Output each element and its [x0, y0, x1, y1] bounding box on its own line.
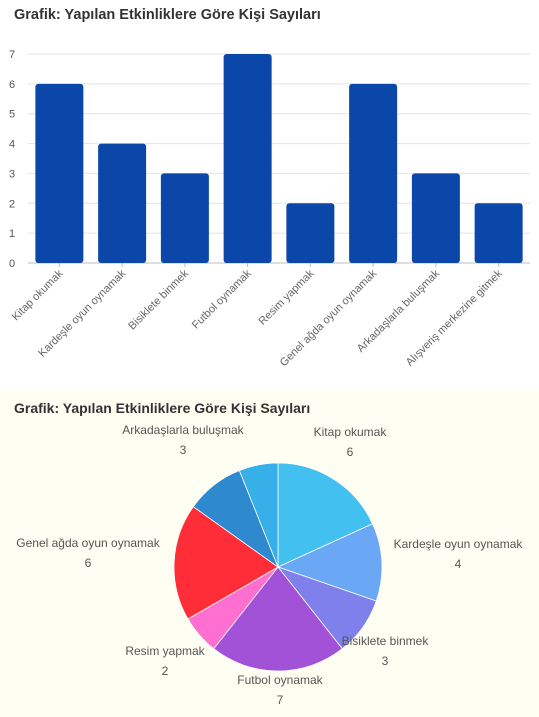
- pie-slice: [238, 462, 279, 568]
- bar: [286, 203, 335, 263]
- pie-slice-label: Genel ağda oyun oynamak: [16, 536, 160, 550]
- pie-slice-value: 3: [180, 443, 187, 457]
- bar-chart-title: Grafik: Yapılan Etkinliklere Göre Kişi S…: [14, 7, 321, 23]
- x-tick-label: Bisiklete binmek: [126, 267, 191, 332]
- pie-slice-label: Arkadaşlarla buluşmak: [122, 423, 244, 437]
- pie-slice-label: Futbol oynamak: [237, 673, 323, 687]
- y-tick-label: 1: [9, 228, 15, 240]
- bar: [349, 83, 398, 263]
- pie-chart-panel: Grafik: Yapılan Etkinliklere Göre Kişi S…: [0, 390, 539, 717]
- pie-slice-label: Bisiklete binmek: [342, 634, 430, 648]
- y-tick-label: 0: [9, 258, 15, 270]
- pie-slice-value: 3: [382, 654, 389, 668]
- y-tick-label: 2: [9, 198, 15, 210]
- pie-slice-value: 6: [347, 445, 354, 459]
- bar: [223, 54, 272, 263]
- bar: [35, 83, 84, 263]
- pie-slice: [276, 523, 383, 602]
- pie-slice-value: 6: [85, 556, 92, 570]
- pie-slice-value: 2: [162, 664, 169, 678]
- y-tick-label: 6: [9, 79, 15, 91]
- pie-slice: [213, 566, 343, 672]
- x-tick-label: Resim yapmak: [257, 267, 317, 327]
- pie-slice-label: Kardeşle oyun oynamak: [394, 537, 524, 551]
- pie-slice-value: 4: [455, 557, 462, 571]
- bar: [98, 143, 147, 263]
- pie-slice-label: Resim yapmak: [125, 644, 205, 658]
- pie-chart: Kitap okumak 6 Kardeşle oyun oynamak 4 Bisik…: [16, 423, 524, 707]
- bar: [474, 203, 523, 263]
- y-tick-label: 5: [9, 109, 15, 121]
- pie-slice-value: 7: [277, 693, 284, 707]
- pie-chart-title: Grafik: Yapılan Etkinliklere Göre Kişi S…: [14, 400, 311, 416]
- y-tick-label: 3: [9, 168, 15, 180]
- pie-slice-label: Kitap okumak: [314, 425, 388, 439]
- x-tick-label: Futbol oynamak: [190, 267, 254, 331]
- pie-slice: [173, 506, 279, 620]
- y-tick-label: 4: [9, 139, 15, 151]
- bar-chart-panel: Grafik: Yapılan Etkinliklere Göre Kişi S…: [9, 7, 530, 370]
- bar: [160, 173, 209, 263]
- x-tick-label: Kitap okumak: [10, 267, 66, 323]
- pie-slice: [277, 462, 374, 568]
- y-tick-label: 7: [9, 49, 15, 61]
- bar: [411, 173, 460, 263]
